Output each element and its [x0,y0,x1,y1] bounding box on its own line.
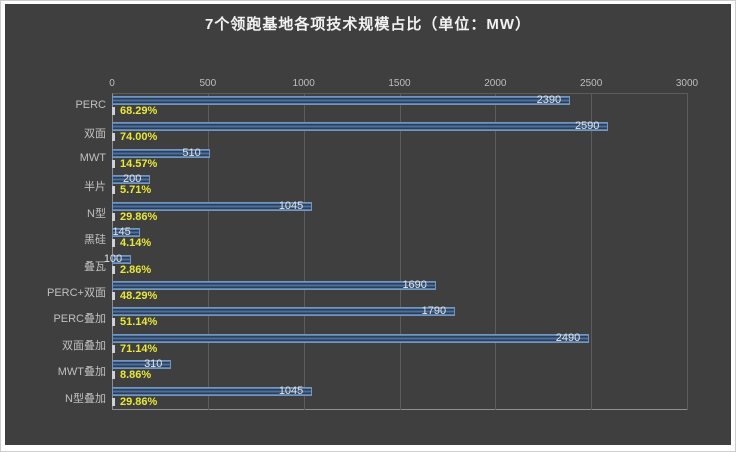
percent-bar [112,265,115,274]
percent-bar [112,397,115,406]
x-gridline [303,93,305,410]
value-label: 100 [103,252,123,265]
value-label: 1045 [278,199,304,212]
percent-bar [112,133,115,142]
value-bar [112,254,132,264]
x-axis-tick-label: 0 [109,78,115,89]
category-label: 半片 [84,181,106,194]
value-label: 1690 [402,278,427,291]
percent-label: 51.14% [120,316,158,329]
value-label: 1045 [278,384,304,397]
value-bar [112,148,210,158]
percent-label: 74.00% [120,131,158,144]
percent-label: 29.86% [120,210,158,223]
value-bar [112,386,313,396]
value-bar [112,280,436,290]
category-label: PERC+双面 [47,286,106,299]
value-bar [112,122,609,132]
x-axis-tick-label: 500 [199,78,217,89]
percent-label: 2.86% [120,263,152,276]
percent-bar [112,186,115,195]
category-label: 双面 [84,128,106,141]
percent-label: 48.29% [120,289,158,302]
value-label: 2390 [536,94,562,106]
x-gridline [207,93,209,410]
percent-bar [112,291,115,300]
value-label: 510 [182,146,201,159]
category-label: PERC叠加 [53,313,106,326]
percent-bar [112,318,115,327]
value-label: 2490 [555,331,581,344]
category-label: MWT叠加 [57,366,106,379]
value-label: 200 [122,173,142,186]
x-gridline [687,93,688,410]
value-bar [112,96,571,105]
percent-bar [112,344,115,353]
category-label: 双面叠加 [62,339,106,352]
value-label: 145 [112,226,131,239]
percent-label: 4.14% [120,237,152,250]
x-axis-tick-label: 1000 [292,78,315,89]
value-bar [112,360,172,370]
x-axis-tick-label: 2000 [484,78,507,89]
category-label: PERC [75,99,106,111]
value-label: 1790 [421,305,447,318]
chart-area: 0 500 1000 1500 2000 2500 3000 PERC 2390 68.29% 双面… [5,4,731,445]
percent-bar [112,159,115,168]
category-label: MWT [79,151,106,164]
percent-bar [112,239,115,248]
percent-label: 71.14% [120,342,158,355]
x-gridline [399,93,401,410]
value-label: 2590 [574,120,600,133]
percent-bar [112,212,115,221]
category-label: 黑硅 [84,234,106,247]
category-label: N型 [87,207,106,220]
percent-bar [112,371,115,380]
percent-label: 14.57% [120,157,158,170]
x-axis-tick-label: 2500 [580,78,603,89]
chart-panel: 7个领跑基地各项技术规模占比（单位：MW） 0 500 1000 1500 2000 25… [5,4,731,445]
value-bar [112,228,140,238]
percent-label: 8.86% [120,369,152,382]
x-axis-tick-label: 1500 [388,78,411,89]
percent-label: 29.86% [120,395,158,408]
value-bar [112,307,456,317]
x-gridline [495,93,497,410]
percent-label: 68.29% [120,105,158,117]
category-label: 叠瓦 [84,260,106,273]
value-bar [112,333,590,343]
x-axis-tick-label: 3000 [675,78,699,89]
category-label: N型叠加 [65,392,106,405]
chart-title: 7个领跑基地各项技术规模占比（单位：MW） [205,16,531,33]
percent-bar [112,107,115,115]
x-gridline [591,93,593,410]
value-label: 310 [144,358,163,371]
percent-label: 5.71% [120,184,152,197]
value-bar [112,201,313,211]
value-bar [112,175,151,185]
